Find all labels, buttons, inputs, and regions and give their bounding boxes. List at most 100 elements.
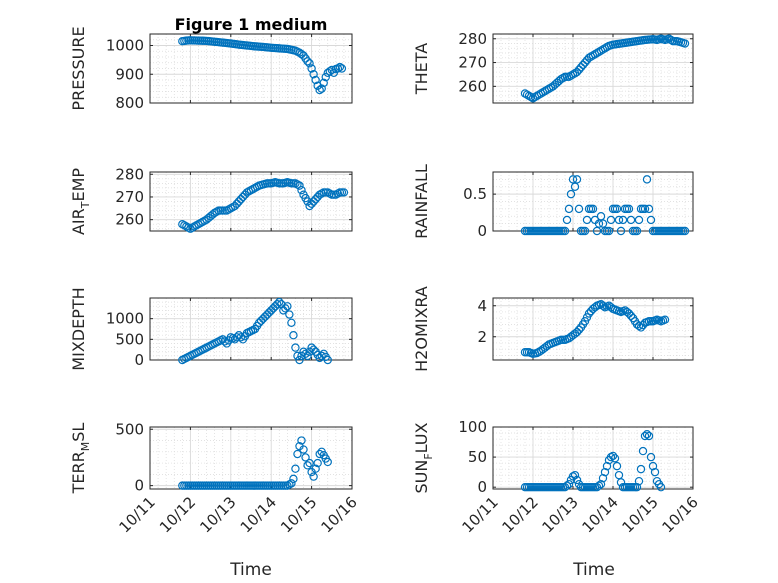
data-point [656, 482, 666, 492]
grid [150, 172, 352, 231]
x-tick-label: 10/13 [539, 493, 582, 536]
y-tick-label: 270 [458, 54, 487, 72]
data-point [644, 204, 654, 214]
data-point [648, 461, 658, 471]
data-point [634, 215, 644, 225]
y-axis-label: THETA [412, 43, 431, 95]
x-tick-label: 10/14 [237, 493, 280, 536]
data-point [309, 472, 318, 481]
y-tick-label: 4 [477, 297, 487, 315]
data-point [291, 343, 300, 352]
series-markers [520, 34, 690, 103]
data-point [305, 347, 314, 356]
data-point [596, 212, 606, 221]
data-point [564, 204, 574, 214]
data-point [644, 431, 654, 441]
axes-box [149, 297, 353, 361]
grid [493, 34, 693, 103]
grid [493, 298, 693, 360]
subplot-6: 2 4 H2OMIXRA [412, 286, 694, 372]
data-point [275, 297, 284, 307]
data-point [572, 175, 582, 184]
data-point [638, 446, 648, 456]
y-axis-label: RAINFALL [412, 164, 431, 239]
subplot-1: 800 900 1000 PRESSURE [69, 26, 353, 112]
data-point [624, 204, 634, 214]
y-tick-label: 1000 [106, 310, 144, 328]
data-point [339, 188, 349, 197]
data-point [307, 64, 316, 73]
data-point [598, 473, 608, 483]
y-axis-label: PRESSURE [69, 26, 88, 110]
data-point [309, 70, 318, 79]
data-point [646, 215, 656, 225]
data-point [582, 215, 592, 225]
y-axis-label: TERRMSL [69, 423, 92, 495]
x-tick-label: 10/15 [277, 493, 320, 536]
axes-box [492, 426, 694, 490]
data-point [632, 226, 642, 236]
data-point [293, 351, 302, 361]
subplot-2: 260 270 280 THETA [412, 30, 694, 104]
data-point [285, 310, 294, 319]
data-point [526, 92, 536, 102]
data-point [570, 470, 580, 480]
data-point [604, 226, 614, 236]
y-tick-label: 280 [458, 30, 487, 48]
data-point [616, 226, 626, 236]
axes-box [492, 297, 694, 361]
grid [150, 427, 352, 489]
grid [150, 298, 352, 360]
data-point [626, 311, 636, 321]
data-point [568, 175, 578, 184]
data-point [273, 300, 282, 309]
data-point [303, 351, 312, 361]
data-point [598, 219, 608, 228]
series-markers [178, 36, 347, 95]
data-point [287, 318, 296, 327]
y-tick-label: 900 [115, 65, 144, 83]
data-point [666, 35, 676, 45]
y-tick-label: 260 [458, 77, 487, 95]
y-axis-label: AIRTEMP [69, 168, 92, 235]
x-tick-label: 10/15 [619, 493, 662, 536]
data-point [588, 204, 598, 214]
y-tick-label: 0 [477, 478, 487, 496]
data-point [317, 84, 326, 93]
y-tick-label: 500 [115, 420, 144, 438]
data-point [333, 64, 343, 73]
y-tick-label: 500 [115, 330, 144, 348]
data-point [295, 355, 304, 365]
data-point [580, 226, 590, 236]
y-tick-label: 0 [134, 477, 144, 495]
data-point [680, 39, 690, 48]
data-point [560, 226, 570, 236]
data-point [299, 445, 308, 454]
data-point [317, 351, 326, 361]
x-tick-label: 10/16 [659, 493, 702, 536]
series-markers [520, 430, 666, 492]
y-tick-label: 50 [468, 448, 487, 466]
axes-box [492, 33, 694, 104]
data-point [321, 72, 330, 82]
data-point [642, 175, 652, 184]
data-point [634, 476, 644, 486]
data-point [558, 73, 568, 83]
x-axis-label-right: Time [572, 560, 615, 580]
data-point [562, 481, 572, 490]
data-point [640, 431, 650, 441]
data-point [301, 349, 310, 358]
data-point [337, 64, 347, 73]
data-point [313, 458, 322, 468]
data-point [305, 458, 314, 468]
data-point [642, 430, 652, 439]
data-point [295, 181, 304, 190]
data-point [269, 304, 278, 313]
y-tick-label: 0 [477, 222, 487, 240]
y-axis-label: SUNFLUX [412, 422, 435, 493]
data-point [303, 197, 312, 206]
data-point [335, 62, 345, 72]
